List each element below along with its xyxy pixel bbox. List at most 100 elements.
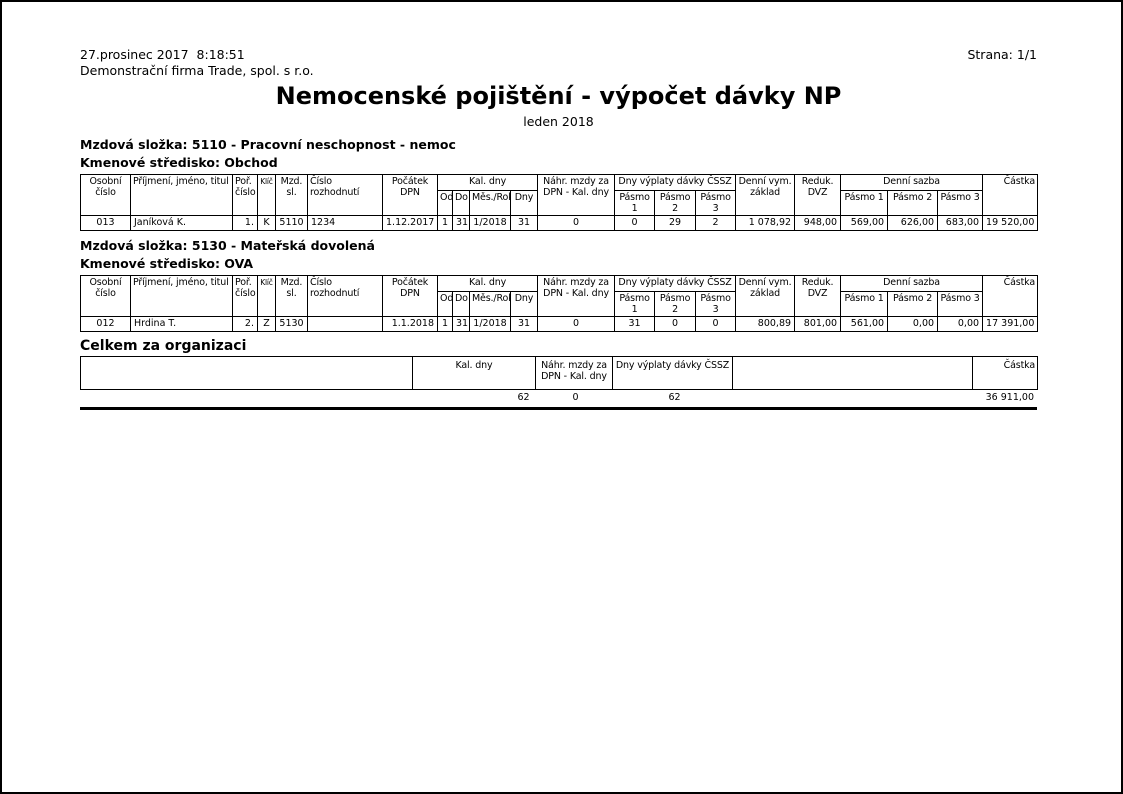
cell-cssz-pasmo1: 31	[614, 316, 656, 332]
cell-cssz-pasmo2: 0	[654, 316, 697, 332]
col-cislo-rozhodnuti: Číslo rozhodnutí	[307, 275, 383, 317]
cell-mes-rok: 1/2018	[469, 316, 511, 332]
totals-col-castka: Částka	[972, 356, 1038, 390]
table-row: 013 Janíková K. 1. K 5110 1234 1.12.2017…	[80, 215, 1039, 231]
col-nahr-mzdy: Náhr. mzdy za DPN - Kal. dny	[537, 275, 616, 317]
col-por-cislo: Poř. číslo	[232, 174, 258, 216]
cell-cssz-pasmo3: 0	[695, 316, 737, 332]
col-sazba-pasmo1: Pásmo 1	[840, 291, 889, 317]
cell-nahr-mzdy: 0	[537, 215, 616, 231]
cell-reduk-dvz: 801,00	[794, 316, 842, 332]
page-number: Strana: 1/1	[967, 47, 1037, 62]
cell-cssz-pasmo3: 2	[695, 215, 737, 231]
cell-klic: Z	[257, 316, 276, 332]
col-sazba-pasmo2: Pásmo 2	[887, 190, 939, 216]
cost-center-heading: Kmenové středisko: Obchod	[80, 155, 278, 170]
col-od: Od	[437, 291, 453, 317]
company-name: Demonstrační firma Trade, spol. s r.o.	[80, 63, 314, 78]
cell-osobni-cislo: 012	[80, 316, 131, 332]
cell-od: 1	[437, 316, 453, 332]
col-cssz-pasmo3: Pásmo 3	[695, 291, 737, 317]
cell-por-cislo: 2.	[232, 316, 258, 332]
cell-sazba-pasmo1: 569,00	[840, 215, 889, 231]
totals-col-kal-dny: Kal. dny	[412, 356, 536, 390]
col-pocatek-dpn: Počátek DPN	[382, 275, 438, 317]
col-dny: Dny	[509, 291, 539, 317]
cell-do: 31	[452, 215, 470, 231]
cell-pocatek-dpn: 1.12.2017	[382, 215, 438, 231]
col-mzd-sl: Mzd. sl.	[275, 174, 308, 216]
col-cssz-pasmo1: Pásmo 1	[614, 190, 656, 216]
col-klic: Klíč	[257, 275, 276, 317]
col-mes-rok: Měs./Rok	[469, 190, 511, 216]
report-title: Nemocenské pojištění - výpočet dávky NP	[275, 82, 842, 110]
table-row: 012 Hrdina T. 2. Z 5130 1.1.2018 1 31 1/…	[80, 316, 1039, 332]
col-mzd-sl: Mzd. sl.	[275, 275, 308, 317]
col-prijmeni: Příjmení, jméno, titul	[130, 275, 233, 317]
col-do: Do	[452, 291, 470, 317]
col-osobni-cislo: Osobní číslo	[80, 174, 131, 216]
cell-pocatek-dpn: 1.1.2018	[382, 316, 438, 332]
totals-nahr-value: 0	[572, 392, 579, 403]
totals-kal-dny-value: 62	[517, 392, 530, 403]
cell-do: 31	[452, 316, 470, 332]
col-sazba-pasmo1: Pásmo 1	[840, 190, 889, 216]
report-content: 27.prosinec 2017 8:18:51 Strana: 1/1 Dem…	[80, 47, 1039, 410]
totals-dny-vyplaty-value: 62	[668, 392, 681, 403]
cell-cislo-rozhodnuti	[307, 316, 383, 332]
report-meta-row: 27.prosinec 2017 8:18:51 Strana: 1/1	[80, 47, 1037, 63]
colgroup-kal-dny: Kal. dny	[436, 275, 539, 292]
col-dny: Dny	[509, 190, 539, 216]
col-prijmeni: Příjmení, jméno, titul	[130, 174, 233, 216]
col-do: Do	[452, 190, 470, 216]
cell-nahr-mzdy: 0	[537, 316, 616, 332]
cell-mes-rok: 1/2018	[469, 215, 511, 231]
cell-osobni-cislo: 013	[80, 215, 131, 231]
cell-mzd-sl: 5110	[275, 215, 308, 231]
col-cssz-pasmo3: Pásmo 3	[695, 190, 737, 216]
totals-values-row: 62 0 62 36 911,00	[80, 390, 1037, 410]
col-castka: Částka	[982, 174, 1039, 216]
cell-sazba-pasmo2: 0,00	[887, 316, 939, 332]
cell-prijmeni: Hrdina T.	[130, 316, 233, 332]
col-reduk-dvz: Reduk. DVZ	[794, 275, 842, 317]
cell-denni-vym: 1 078,92	[735, 215, 796, 231]
col-klic: Klíč	[257, 174, 276, 216]
cell-cssz-pasmo1: 0	[614, 215, 656, 231]
report-period: leden 2018	[523, 114, 594, 129]
cell-klic: K	[257, 215, 276, 231]
totals-spacer	[735, 390, 982, 409]
cell-dny: 31	[509, 316, 539, 332]
col-mes-rok: Měs./Rok	[469, 291, 511, 317]
colgroup-denni-sazba: Denní sazba	[840, 275, 984, 292]
totals-empty-cell	[80, 356, 413, 390]
col-reduk-dvz: Reduk. DVZ	[794, 174, 842, 216]
cell-sazba-pasmo1: 561,00	[840, 316, 889, 332]
col-osobni-cislo: Osobní číslo	[80, 275, 131, 317]
wage-component-heading: Mzdová složka: 5130 - Mateřská dovolená	[80, 238, 375, 253]
col-por-cislo: Poř. číslo	[232, 275, 258, 317]
col-cislo-rozhodnuti: Číslo rozhodnutí	[307, 174, 383, 216]
benefits-table-2: Osobní číslo Příjmení, jméno, titul Poř.…	[80, 275, 1039, 332]
col-sazba-pasmo2: Pásmo 2	[887, 291, 939, 317]
cell-prijmeni: Janíková K.	[130, 215, 233, 231]
cell-denni-vym: 800,89	[735, 316, 796, 332]
col-denni-vym: Denní vym. základ	[735, 275, 796, 317]
cell-castka: 17 391,00	[982, 316, 1039, 332]
totals-col-nahr-mzdy: Náhr. mzdy za DPN - Kal. dny	[535, 356, 613, 390]
cell-por-cislo: 1.	[232, 215, 258, 231]
colgroup-kal-dny: Kal. dny	[436, 174, 539, 191]
cell-reduk-dvz: 948,00	[794, 215, 842, 231]
col-cssz-pasmo2: Pásmo 2	[654, 190, 697, 216]
cell-dny: 31	[509, 215, 539, 231]
totals-empty-cell	[732, 356, 973, 390]
col-cssz-pasmo1: Pásmo 1	[614, 291, 656, 317]
cell-cssz-pasmo2: 29	[654, 215, 697, 231]
cell-od: 1	[437, 215, 453, 231]
colgroup-denni-sazba: Denní sazba	[840, 174, 984, 191]
totals-heading: Celkem za organizaci	[80, 338, 247, 354]
col-sazba-pasmo3: Pásmo 3	[937, 190, 984, 216]
cost-center-heading: Kmenové středisko: OVA	[80, 256, 254, 271]
colgroup-dny-vyplaty: Dny výplaty dávky ČSSZ	[614, 275, 737, 292]
